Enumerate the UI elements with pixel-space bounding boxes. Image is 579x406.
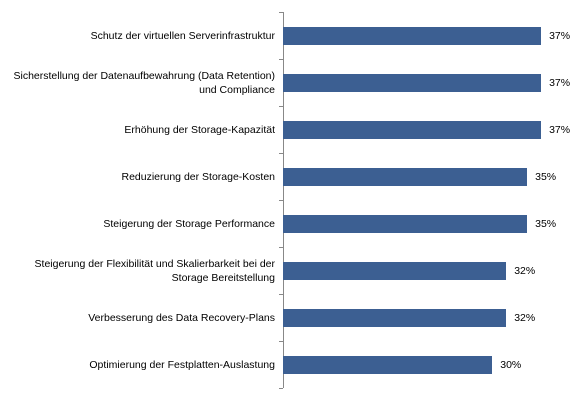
category-label: Verbesserung des Data Recovery-Plans xyxy=(88,311,275,324)
axis-line xyxy=(283,12,284,388)
category-label: Sicherstellung der Datenaufbewahrung (Da… xyxy=(13,69,276,96)
tick-mark xyxy=(279,200,283,201)
bar xyxy=(283,261,507,280)
category-label: Optimierung der Festplatten-Auslastung xyxy=(89,358,275,371)
value-label: 37% xyxy=(549,76,571,89)
value-label: 30% xyxy=(500,358,522,371)
bar xyxy=(283,355,493,374)
bar xyxy=(283,214,528,233)
bar xyxy=(283,26,542,45)
value-label: 35% xyxy=(535,217,557,230)
bar xyxy=(283,308,507,327)
bar xyxy=(283,120,542,139)
tick-mark xyxy=(279,294,283,295)
bar xyxy=(283,167,528,186)
category-label: Reduzierung der Storage-Kosten xyxy=(121,170,275,183)
tick-mark xyxy=(279,59,283,60)
category-label: Steigerung der Storage Performance xyxy=(103,217,275,230)
tick-mark xyxy=(279,341,283,342)
tick-mark xyxy=(279,153,283,154)
value-label: 32% xyxy=(514,264,536,277)
tick-mark xyxy=(279,247,283,248)
value-label: 37% xyxy=(549,123,571,136)
category-label: Erhöhung der Storage-Kapazität xyxy=(124,123,275,136)
category-label: Schutz der virtuellen Serverinfrastruktu… xyxy=(90,29,275,42)
tick-mark xyxy=(279,106,283,107)
value-label: 37% xyxy=(549,29,571,42)
tick-mark xyxy=(279,12,283,13)
value-label: 35% xyxy=(535,170,557,183)
bar xyxy=(283,73,542,92)
category-label: Steigerung der Flexibilität und Skalierb… xyxy=(34,257,275,284)
tick-mark xyxy=(279,388,283,389)
value-label: 32% xyxy=(514,311,536,324)
